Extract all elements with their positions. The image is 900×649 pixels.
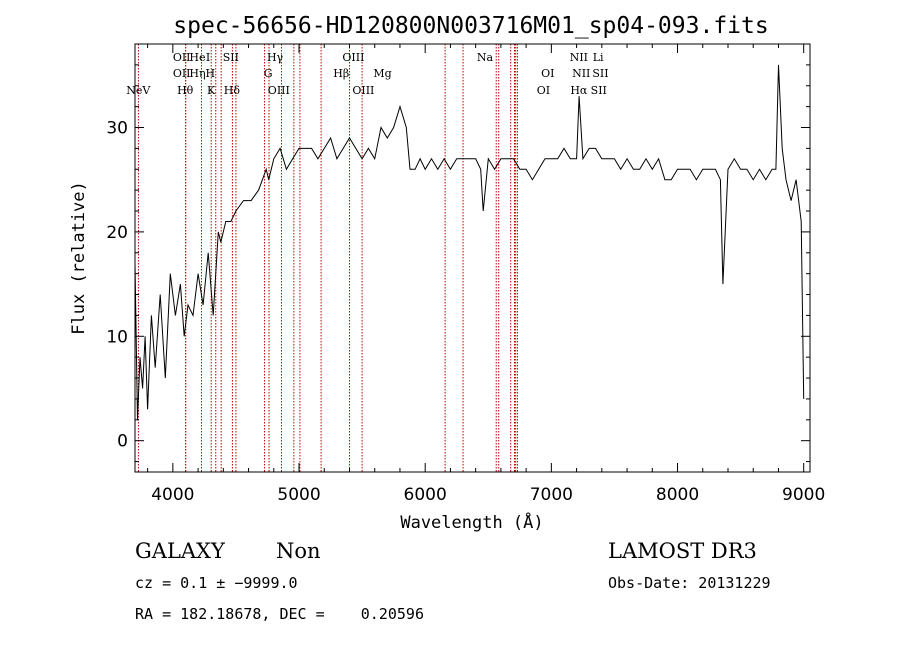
- line-label-18: Na: [477, 51, 494, 64]
- line-label-13: OIII: [268, 84, 290, 97]
- x-tick-label: 8000: [656, 485, 699, 505]
- line-label-25: SII: [592, 67, 608, 80]
- line-label-26: SII: [591, 84, 607, 97]
- reference-lines: [137, 44, 518, 472]
- x-tick-label: 5000: [277, 485, 320, 505]
- line-label-3: He: [189, 51, 205, 64]
- line-label-19: OI: [541, 67, 554, 80]
- line-label-12: G: [264, 67, 273, 80]
- line-label-16: OIII: [352, 84, 374, 97]
- line-label-10: Hδ: [224, 84, 241, 97]
- line-label-7: H: [206, 67, 216, 80]
- line-label-20: OI: [537, 84, 550, 97]
- line-label-22: NII: [572, 67, 590, 80]
- spectral-line-labels: NeVOIIOIIHeHηHθIHKSIIHδHγGOIIIOIIIHβOIII…: [126, 51, 608, 97]
- line-label-5: Hθ: [177, 84, 194, 97]
- object-class: GALAXY: [135, 539, 226, 563]
- x-axis: 4000 5000 6000 7000 8000 9000: [147, 44, 825, 505]
- x-tick-label: 6000: [404, 485, 447, 505]
- y-axis: 0 10 20 30: [106, 64, 810, 463]
- line-label-24: Li: [593, 51, 604, 64]
- line-label-0: NeV: [126, 84, 151, 97]
- line-label-9: SII: [223, 51, 239, 64]
- line-label-23: Hα: [570, 84, 588, 97]
- y-axis-label: Flux (relative): [69, 181, 89, 335]
- x-axis-label: Wavelength (Å): [400, 511, 543, 533]
- y-tick-label: 20: [106, 223, 128, 243]
- y-tick-label: 30: [106, 119, 128, 139]
- line-label-17: Mg: [373, 67, 391, 80]
- line-label-4: Hη: [189, 67, 205, 80]
- chart-title: spec-56656-HD120800N003716M01_sp04-093.f…: [173, 13, 768, 39]
- line-label-6: I: [206, 51, 210, 64]
- x-tick-label: 7000: [530, 485, 573, 505]
- line-label-2: OII: [173, 67, 191, 80]
- y-tick-label: 10: [106, 327, 128, 347]
- line-label-21: NII: [570, 51, 588, 64]
- object-subclass: Non: [276, 539, 321, 563]
- line-label-8: K: [207, 84, 216, 97]
- line-label-15: Hβ: [333, 67, 349, 80]
- survey-name: LAMOST DR3: [608, 539, 757, 563]
- x-tick-label: 9000: [782, 485, 825, 505]
- line-label-1: OII: [173, 51, 191, 64]
- plot-frame: [134, 43, 811, 473]
- ra-dec: RA = 182.18678, DEC = 0.20596: [135, 605, 424, 623]
- y-tick-label: 0: [117, 432, 128, 452]
- observation-date: Obs-Date: 20131229: [608, 574, 771, 592]
- line-label-14: OIII: [342, 51, 364, 64]
- redshift-cz: cz = 0.1 ± −9999.0: [135, 574, 298, 592]
- x-tick-label: 4000: [151, 485, 194, 505]
- spectrum-line: [134, 64, 805, 420]
- line-label-11: Hγ: [267, 51, 284, 64]
